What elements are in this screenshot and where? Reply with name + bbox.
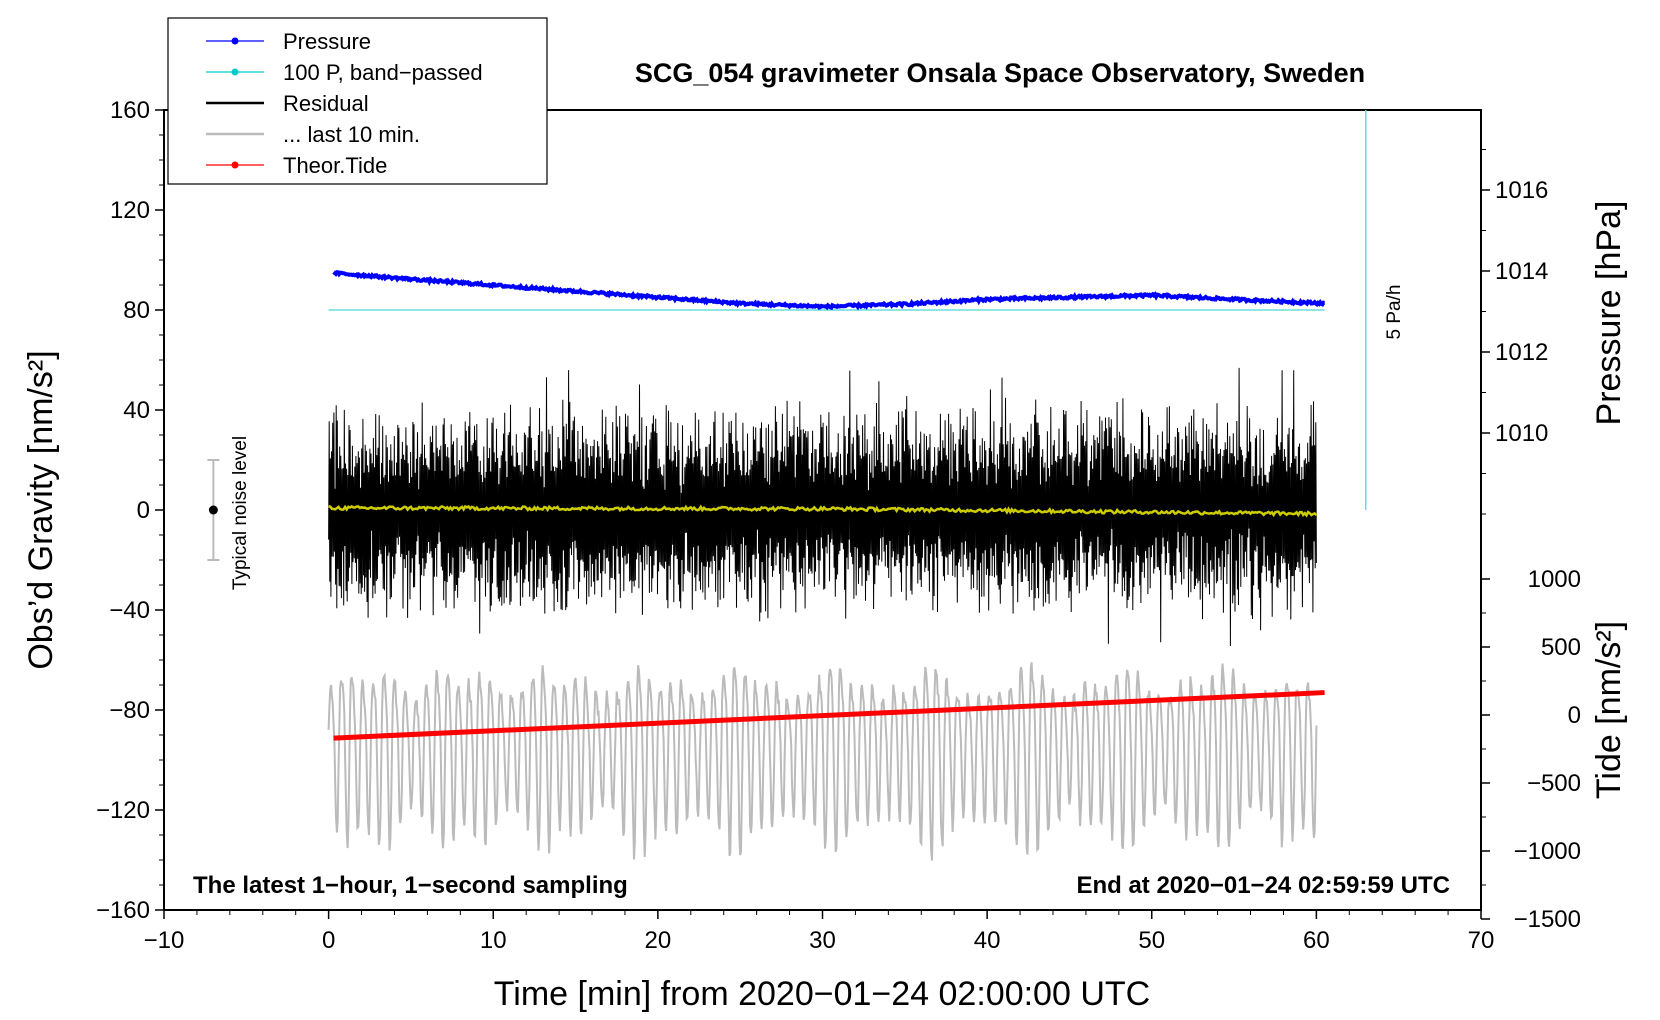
y-tick-label: 40 [123, 397, 150, 424]
pressure-line [332, 270, 1326, 311]
legend-label: 100 P, band−passed [283, 60, 483, 85]
residual-mean-line [328, 504, 1318, 518]
y-tick-label: 120 [110, 197, 150, 224]
tide-tick-label: −500 [1527, 770, 1581, 797]
x-tick-label: 60 [1303, 927, 1330, 954]
legend-marker [231, 37, 239, 45]
theoretical-tide-line [333, 690, 1325, 741]
series-layer [328, 270, 1326, 741]
pressure-rate-label: 5 Pa/h [1384, 285, 1405, 340]
annotation-end-time: End at 2020−01−24 02:59:59 UTC [1076, 872, 1450, 899]
legend-marker [231, 68, 239, 76]
last-10-min-line [327, 662, 1318, 861]
pressure-tick-label: 1016 [1495, 177, 1548, 204]
annotation-sampling: The latest 1−hour, 1−second sampling [193, 872, 628, 899]
pressure-tick-label: 1014 [1495, 258, 1548, 285]
pressure-tick-label: 1010 [1495, 420, 1548, 447]
x-tick-label: 30 [809, 927, 836, 954]
legend-label: ... last 10 min. [283, 122, 420, 147]
legend-entry: Theor.Tide [206, 153, 387, 178]
y-tick-label: −120 [96, 797, 150, 824]
x-axis-label: Time [min] from 2020−01−24 02:00:00 UTC [494, 975, 1150, 1013]
legend-box [167, 17, 548, 185]
x-tick-label: 10 [480, 927, 507, 954]
pressure-tick-label: 1012 [1495, 339, 1548, 366]
legend-label: Pressure [283, 29, 371, 54]
y-tick-label: 80 [123, 297, 150, 324]
residual-line [328, 367, 1317, 647]
tide-tick-label: −1500 [1514, 906, 1581, 933]
y-tick-label: 0 [137, 497, 150, 524]
axis-ticks: −10 0 10 20 30 40 50 60 70 −160 −120 −80 −40 0 40 80 120… [96, 97, 1581, 954]
legend-entry: Residual [206, 91, 369, 116]
x-tick-label: −10 [144, 927, 185, 954]
y-axis-label-tide: Tide [nm/s²] [1590, 621, 1628, 799]
y-tick-label: −40 [109, 597, 150, 624]
x-tick-label: 20 [645, 927, 672, 954]
legend-label: Theor.Tide [283, 153, 387, 178]
y-tick-label: −80 [109, 697, 150, 724]
legend-entry: Pressure [206, 29, 371, 54]
legend-marker [231, 161, 239, 169]
x-tick-label: 0 [322, 927, 335, 954]
x-tick-label: 40 [974, 927, 1001, 954]
series-last-10-min [327, 662, 1318, 861]
tide-tick-label: 1000 [1528, 566, 1581, 593]
series-residual [328, 367, 1317, 647]
tide-tick-label: 0 [1568, 702, 1581, 729]
y-tick-label: 160 [110, 97, 150, 124]
tide-tick-label: 500 [1541, 634, 1581, 661]
legend: Pressure 100 P, band−passed Residual ... la… [167, 17, 548, 185]
y-axis-label-pressure: Pressure [hPa] [1590, 201, 1628, 426]
tide-tick-label: −1000 [1514, 838, 1581, 865]
y-axis-label-left: Obs’d Gravity [nm/s²] [22, 350, 60, 669]
x-tick-label: 50 [1138, 927, 1165, 954]
legend-entry: ... last 10 min. [206, 122, 420, 147]
pressure-rate-bar: 5 Pa/h [1365, 110, 1405, 510]
noise-level-bar: Typical noise level [207, 436, 251, 590]
legend-label: Residual [283, 91, 369, 116]
chart-title: SCG_054 gravimeter Onsala Space Observat… [635, 58, 1365, 88]
noise-level-label: Typical noise level [230, 436, 251, 590]
x-tick-label: 70 [1468, 927, 1495, 954]
y-tick-label: −160 [96, 897, 150, 924]
legend-entry: 100 P, band−passed [206, 60, 483, 85]
